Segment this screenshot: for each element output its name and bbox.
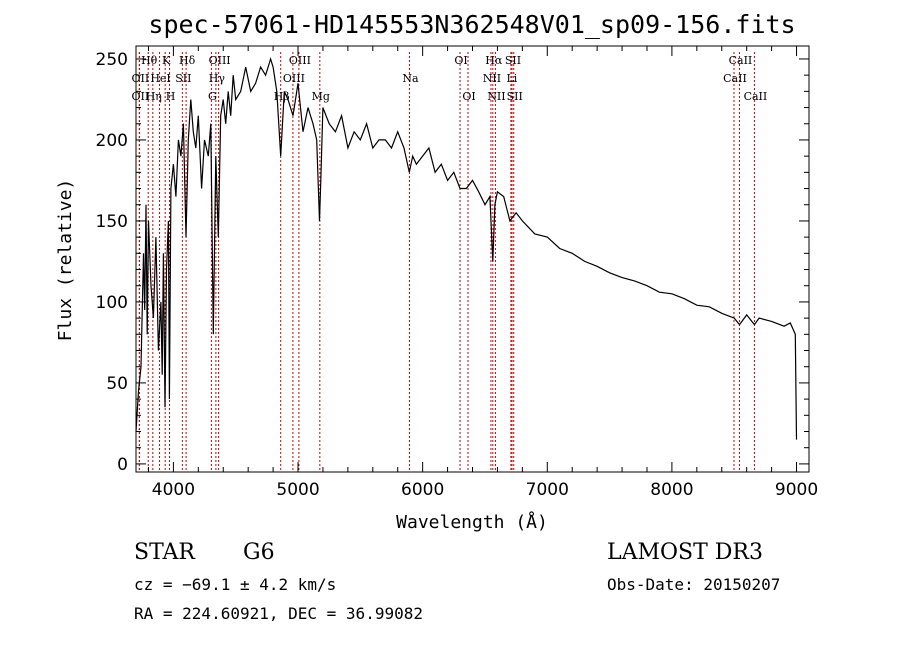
x-tick-label: 5000: [276, 480, 319, 500]
y-tick-label: 200: [96, 131, 128, 151]
spectral-line-label: NII: [487, 90, 505, 103]
y-tick-label: 250: [96, 50, 128, 70]
y-tick-label: 50: [106, 374, 128, 394]
spectral-line-label: Mg: [312, 90, 330, 103]
y-tick-label: 0: [117, 455, 128, 475]
observation-date: Obs-Date: 20150207: [607, 575, 781, 594]
flux-series-line: [135, 56, 798, 440]
spectral-line-label: CaII: [729, 54, 753, 67]
spectral-line-labels: OIIHθOIIHηHeIKHSIIHδHγGOIIIHβOIIIOIIIMgN…: [132, 54, 768, 103]
object-subclass: G6: [243, 540, 275, 565]
spectral-line-label: OIII: [283, 72, 305, 85]
spectral-line-label: OIII: [289, 54, 311, 67]
spectral-line-label: CaII: [723, 72, 747, 85]
spectral-line-label: Hη: [146, 90, 162, 103]
x-tick-label: 6000: [401, 480, 444, 500]
x-axis-label: Wavelength (Å): [396, 511, 548, 533]
x-tick-label: 4000: [152, 480, 195, 500]
redshift-readout: cz = −69.1 ± 4.2 km/s: [134, 575, 337, 594]
spectral-line-label: CaII: [744, 90, 768, 103]
y-axis-label: Flux (relative): [55, 179, 76, 342]
spectral-line-label: SII: [507, 90, 523, 103]
spectral-line-label: G: [208, 90, 217, 103]
coordinates-readout: RA = 224.60921, DEC = 36.99082: [134, 604, 423, 623]
plot-frame: [135, 45, 810, 473]
y-tick-label: 150: [96, 212, 128, 232]
x-tick-label: 9000: [775, 480, 818, 500]
spectral-line-label: Li: [506, 72, 517, 85]
chart-title: spec-57061-HD145553N362548V01_sp09-156.f…: [148, 10, 795, 39]
spectral-line-label: K: [162, 54, 171, 67]
spectral-line-label: Hγ: [209, 72, 226, 85]
x-tick-label: 8000: [650, 480, 693, 500]
spectral-line-label: OIII: [209, 54, 231, 67]
spectral-line-label: Hθ: [141, 54, 158, 67]
spectral-line-markers: [138, 52, 755, 472]
spectral-line-label: H: [166, 90, 176, 103]
spectral-line-label: Na: [402, 72, 419, 85]
survey-name: LAMOST DR3: [607, 540, 763, 565]
spectral-line-label: NII: [483, 72, 501, 85]
object-class: STAR: [134, 540, 195, 565]
x-tick-label: 7000: [526, 480, 569, 500]
axis-ticks: 4000 5000 6000 7000 8000 9000 0 50 100 150 200 250: [96, 46, 818, 500]
spectral-line-label: HeI: [150, 72, 170, 85]
y-tick-label: 100: [96, 293, 128, 313]
spectral-line-label: SII: [505, 54, 521, 67]
spectral-line-label: Hδ: [179, 54, 196, 67]
spectral-line-label: SII: [175, 72, 191, 85]
spectral-line-label: OII: [132, 72, 150, 85]
spectral-line-label: Hα: [485, 54, 503, 67]
spectral-line-label: OI: [454, 54, 467, 67]
spectral-line-label: OI: [462, 90, 475, 103]
